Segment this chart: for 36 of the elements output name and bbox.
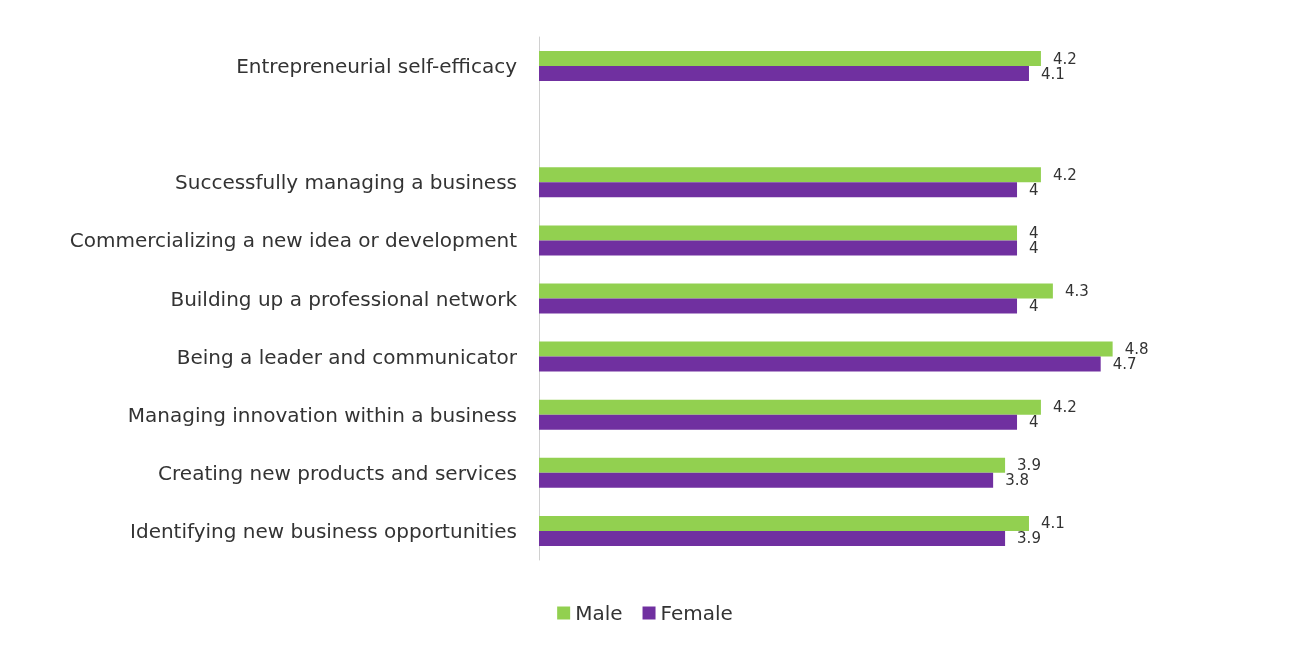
bar xyxy=(539,414,1018,430)
data-label: 4.3 xyxy=(1064,282,1089,300)
bar xyxy=(539,66,1029,82)
y-tick-label: Successfully managing a business xyxy=(175,170,517,195)
data-label: 4.7 xyxy=(1112,355,1137,374)
data-label: 4 xyxy=(1029,413,1039,432)
bar xyxy=(539,457,1006,473)
data-label: 4 xyxy=(1029,180,1039,199)
data-label: 3.8 xyxy=(1005,471,1029,490)
data-label: 4 xyxy=(1029,297,1039,315)
bar xyxy=(539,283,1053,299)
bar xyxy=(539,515,1029,531)
legend-label: Female xyxy=(660,601,733,625)
y-tick-label: Commercializing a new idea or development xyxy=(69,228,518,253)
data-label: 4.2 xyxy=(1052,165,1077,184)
bar xyxy=(539,530,1006,546)
y-tick-label: Building up a professional network xyxy=(170,286,518,311)
bar xyxy=(539,356,1101,372)
bar xyxy=(539,341,1113,357)
bar xyxy=(539,240,1018,256)
y-tick-label: Being a leader and communicator xyxy=(176,344,518,369)
bar xyxy=(539,298,1018,314)
bar xyxy=(539,225,1018,241)
data-label: 4.2 xyxy=(1052,398,1077,417)
y-tick-label: Creating new products and services xyxy=(158,460,517,485)
data-label: 4.1 xyxy=(1040,514,1065,533)
y-tick-label: Entrepreneurial self-efficacy xyxy=(236,54,518,79)
bar xyxy=(539,182,1018,198)
y-tick-label: Managing innovation within a business xyxy=(127,402,517,427)
bar xyxy=(539,167,1041,183)
y-tick-label: Identifying new business opportunities xyxy=(130,518,517,543)
bar xyxy=(539,472,994,488)
data-label: 3.9 xyxy=(1017,529,1041,548)
bar xyxy=(539,51,1041,67)
bar xyxy=(539,399,1041,415)
legend-label: Male xyxy=(575,601,623,625)
